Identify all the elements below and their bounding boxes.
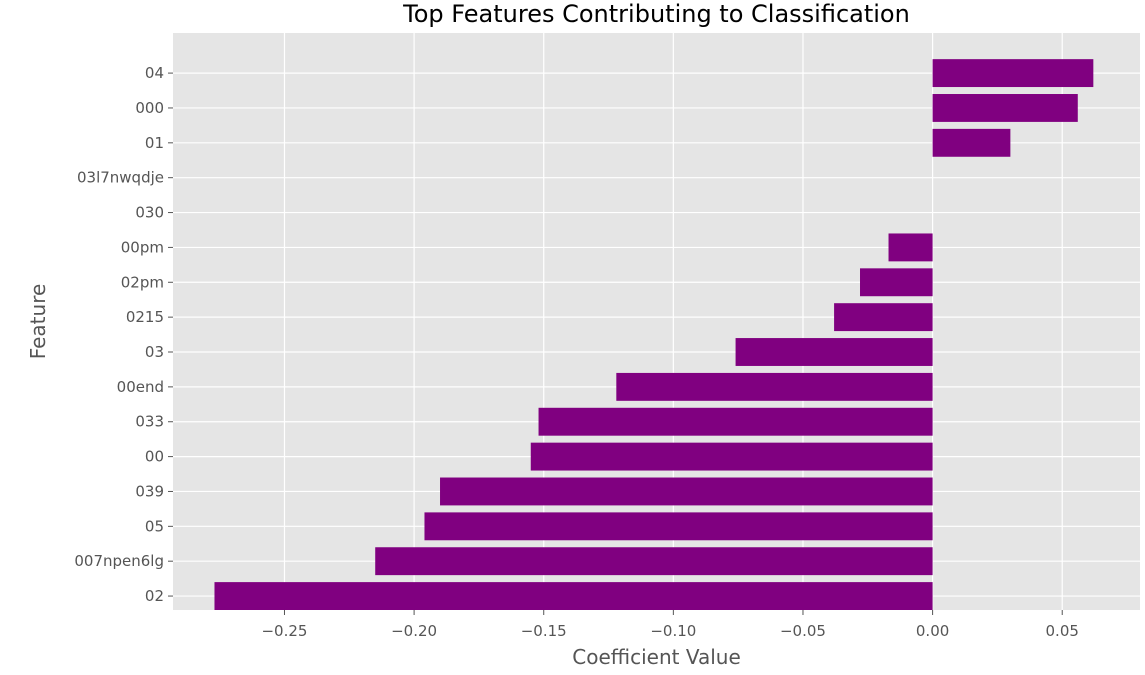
y-axis-label: Feature	[26, 284, 50, 360]
bar-00	[530, 442, 933, 471]
bar-033	[538, 407, 933, 436]
bar-02	[214, 582, 933, 610]
y-tick-label: 039	[135, 482, 164, 500]
bar-000	[932, 94, 1078, 122]
bar-00end	[616, 372, 933, 401]
y-tick-label: 007npen6lg	[74, 552, 164, 570]
y-tick-label: 00	[145, 448, 164, 466]
x-axis-label: Coefficient Value	[572, 645, 741, 669]
bar-039	[440, 477, 933, 506]
y-tick-label: 033	[135, 413, 164, 431]
bar-01	[932, 128, 1011, 157]
y-tick-label: 0215	[126, 308, 164, 326]
y-tick-label: 04	[145, 64, 164, 82]
y-tick-label: 00end	[117, 378, 164, 396]
x-tick-label: −0.15	[521, 622, 567, 640]
bar-02pm	[860, 268, 933, 297]
y-tick-label: 03	[145, 343, 164, 361]
bar-007npen6lg	[375, 547, 933, 576]
bar-00pm	[888, 233, 933, 262]
y-tick-label: 01	[145, 134, 164, 152]
bar-05	[424, 512, 933, 541]
y-tick-label: 05	[145, 517, 164, 535]
y-tick-label: 02pm	[121, 273, 164, 291]
y-axis-ticks: 04 000 01 03l7nwqdje 030 00pm 02pm 0215 03 00end 0…	[74, 64, 173, 605]
x-tick-label: 0.00	[916, 622, 949, 640]
y-tick-label: 000	[135, 99, 164, 117]
y-tick-label: 02	[145, 587, 164, 605]
x-tick-label: −0.20	[391, 622, 437, 640]
x-tick-label: −0.05	[780, 622, 826, 640]
bars	[214, 59, 1094, 610]
x-axis-ticks: −0.25 −0.20 −0.15 −0.10 −0.05 0.00 0.05	[261, 610, 1079, 640]
bar-0215	[834, 303, 933, 332]
bar-03	[735, 338, 933, 366]
x-tick-label: 0.05	[1046, 622, 1079, 640]
y-tick-label: 03l7nwqdje	[77, 169, 164, 187]
x-tick-label: −0.25	[261, 622, 307, 640]
y-tick-label: 030	[135, 204, 164, 222]
y-tick-label: 00pm	[121, 238, 164, 256]
chart-title: Top Features Contributing to Classificat…	[402, 0, 910, 28]
x-tick-label: −0.10	[650, 622, 696, 640]
bar-04	[932, 59, 1094, 88]
